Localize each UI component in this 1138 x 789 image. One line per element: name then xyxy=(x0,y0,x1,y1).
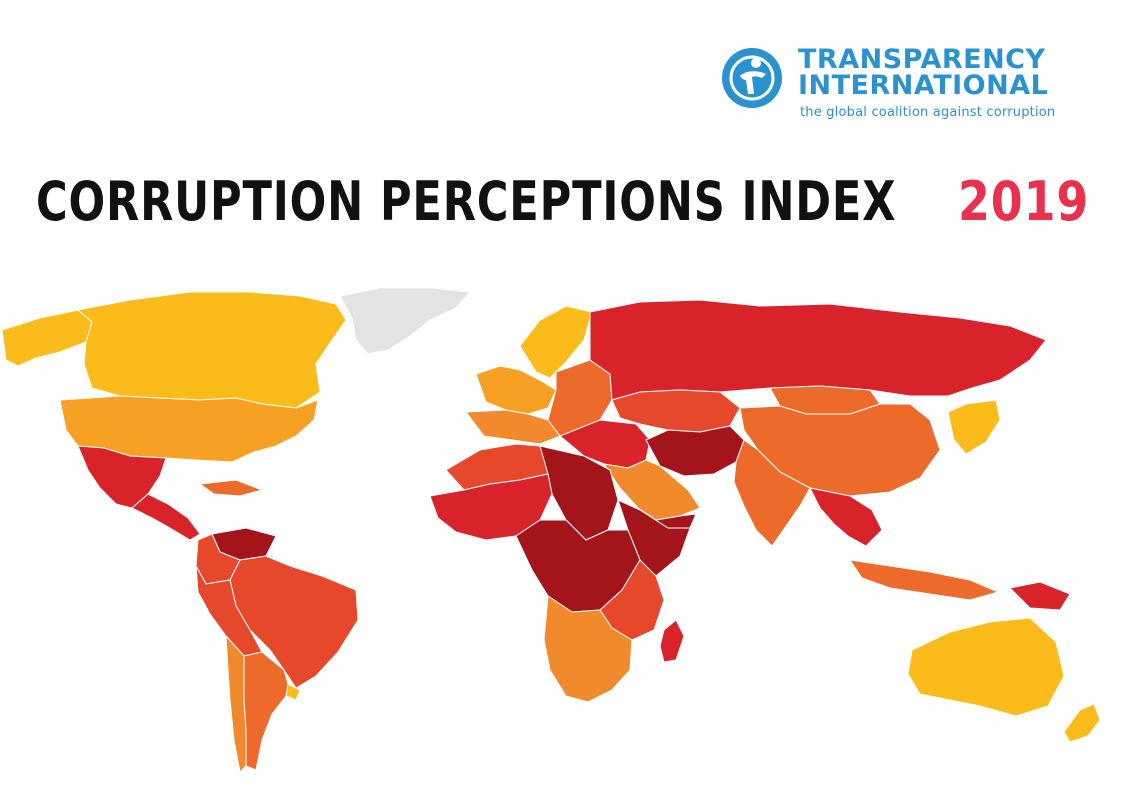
region-caribbean xyxy=(198,479,264,497)
region-chile xyxy=(225,634,247,774)
globe-figure-icon xyxy=(722,48,782,108)
region-indonesia xyxy=(848,559,1000,601)
region-west-africa xyxy=(429,473,553,541)
region-western-europe xyxy=(475,365,557,415)
region-southern-europe xyxy=(465,409,561,445)
region-scandinavia xyxy=(519,305,593,379)
region-papua xyxy=(1008,581,1071,611)
region-new-zealand xyxy=(1063,703,1101,743)
logo-line-international: INTERNATIONAL xyxy=(798,70,1049,101)
region-central-america xyxy=(131,493,201,541)
transparency-international-logo: TRANSPARENCY INTERNATIONAL the global co… xyxy=(716,44,1096,124)
page-title: CORRUPTION PERCEPTIONS INDEX 2019 xyxy=(36,164,1106,244)
region-australia xyxy=(907,617,1065,717)
region-canada xyxy=(76,291,347,409)
logo-line-transparency: TRANSPARENCY xyxy=(798,44,1046,75)
region-southern-africa xyxy=(543,595,633,703)
region-madagascar xyxy=(659,619,685,663)
region-korea-japan xyxy=(947,399,1001,455)
logo-tagline: the global coalition against corruption xyxy=(800,105,1056,120)
region-southeast-asia xyxy=(809,487,883,547)
region-argentina xyxy=(243,651,289,771)
title-main: CORRUPTION PERCEPTIONS INDEX xyxy=(36,170,897,233)
region-arabian-peninsula xyxy=(602,459,701,521)
region-greenland xyxy=(339,287,472,355)
region-india xyxy=(733,439,811,547)
region-alaska xyxy=(1,309,93,367)
world-map xyxy=(1,287,1101,774)
title-year: 2019 xyxy=(958,170,1090,233)
region-russia xyxy=(589,299,1047,401)
